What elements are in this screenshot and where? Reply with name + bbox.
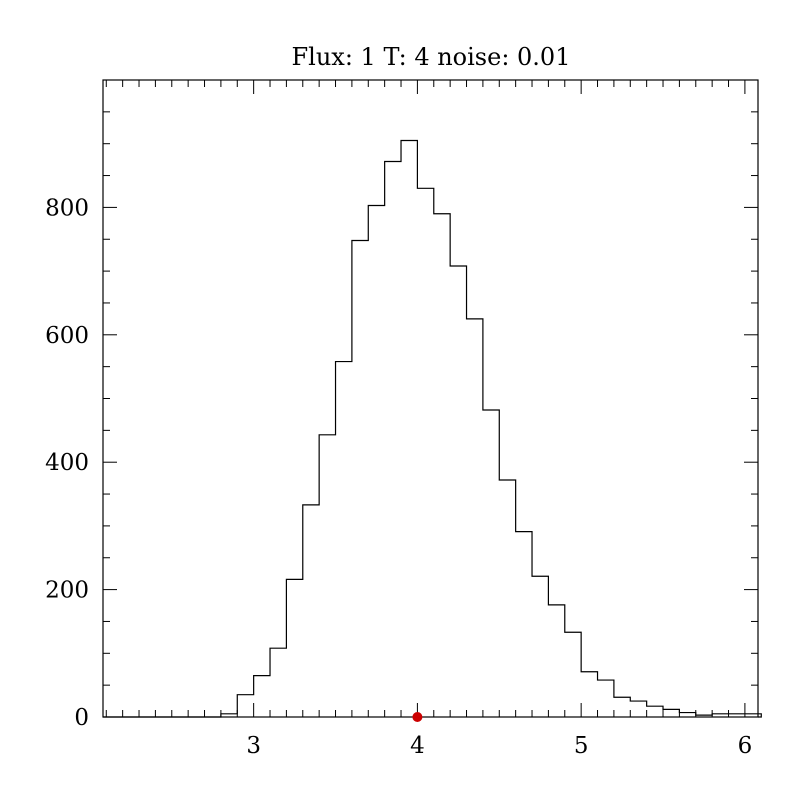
histogram-outline [103,139,762,718]
x-tick-label: 6 [738,733,753,759]
y-tick-label: 200 [45,578,89,604]
y-tick-label: 600 [45,323,89,349]
axis-ticks [103,79,758,718]
y-tick-label: 400 [45,450,89,476]
data-marks [412,712,423,722]
marker-point [412,712,423,722]
x-tick-label: 3 [246,733,261,759]
y-tick-label: 0 [74,705,89,731]
x-tick-label: 4 [410,733,425,759]
x-tick-label: 5 [574,733,589,759]
y-tick-label: 800 [45,195,89,221]
plot-frame [102,79,759,718]
chart-title: Flux: 1 T: 4 noise: 0.01 [292,43,571,71]
tick-labels: 3 4 5 6 0 200 400 600 800 [45,195,752,759]
